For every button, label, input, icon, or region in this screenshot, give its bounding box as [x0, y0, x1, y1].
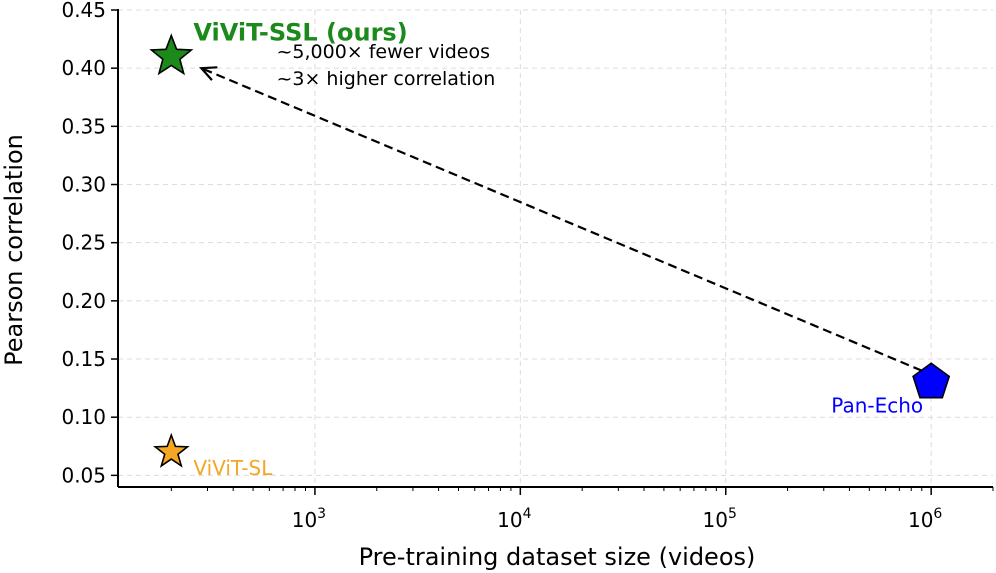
data-points: ViViT-SSL (ours) ViViT-SL Pan-Echo: [149, 19, 951, 480]
y-tick-label: 0.25: [61, 231, 106, 255]
point-vivit-sl-marker: [152, 432, 190, 468]
x-tick-label: 103: [292, 506, 326, 532]
point-pan-echo-label: Pan-Echo: [831, 393, 923, 417]
x-tick-label: 105: [703, 506, 737, 532]
x-axis-title: Pre-training dataset size (videos): [359, 543, 756, 571]
y-tick-label: 0.10: [61, 405, 106, 429]
annotation-arrow-line: [200, 67, 923, 372]
point-vivit-ssl-ours-label: ViViT-SSL (ours): [193, 19, 407, 47]
annotation-arrow-head: [199, 66, 218, 81]
annotation: ~5,000× fewer videos ~3× higher correlati…: [199, 41, 923, 372]
y-axis-title: Pearson correlation: [0, 134, 28, 366]
y-tick-label: 0.30: [61, 173, 106, 197]
point-vivit-ssl-ours-marker: [149, 33, 194, 76]
annotation-text: ~5,000× fewer videos: [276, 41, 490, 63]
axes: 0.05 0.10 0.15 0.20 0.25 0.30 0.35 0.40 0.45 103 1…: [61, 0, 994, 532]
y-tick-label: 0.20: [61, 289, 106, 313]
y-tick-label: 0.05: [61, 463, 106, 487]
y-tick-label: 0.35: [61, 114, 106, 138]
y-tick-label: 0.40: [61, 56, 106, 80]
y-tick-label: 0.15: [61, 347, 106, 371]
x-tick-label: 104: [497, 506, 531, 532]
annotation-text: ~3× higher correlation: [276, 68, 495, 90]
point-pan-echo-marker: [912, 362, 951, 399]
point-vivit-sl-label: ViViT-SL: [193, 456, 273, 480]
grid: [118, 9, 993, 487]
x-tick-label: 106: [908, 506, 942, 532]
y-tick-label: 0.45: [61, 0, 106, 22]
